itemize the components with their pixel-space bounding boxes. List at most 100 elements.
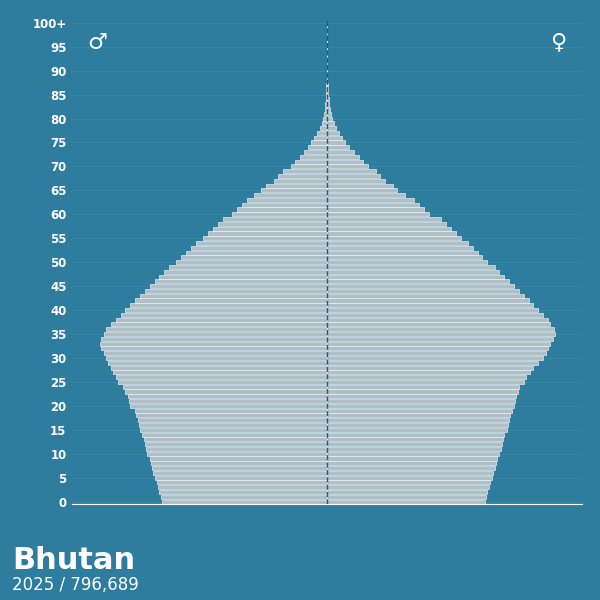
Bar: [327, 150, 354, 154]
Bar: [327, 481, 490, 484]
Bar: [121, 313, 327, 317]
Bar: [327, 423, 508, 427]
Bar: [142, 433, 327, 437]
Bar: [154, 471, 327, 475]
Bar: [232, 212, 327, 217]
Bar: [327, 280, 509, 283]
Bar: [327, 341, 550, 346]
Bar: [327, 404, 514, 408]
Bar: [327, 256, 482, 259]
Bar: [266, 184, 327, 188]
Bar: [101, 346, 327, 350]
Bar: [327, 107, 329, 111]
Bar: [254, 193, 327, 197]
Bar: [135, 409, 327, 413]
Bar: [196, 241, 327, 245]
Bar: [161, 495, 327, 499]
Bar: [109, 361, 327, 365]
Bar: [327, 203, 419, 207]
Bar: [314, 136, 327, 140]
Bar: [327, 476, 492, 480]
Bar: [191, 246, 327, 250]
Bar: [327, 246, 473, 250]
Bar: [327, 346, 548, 350]
Bar: [327, 217, 441, 221]
Bar: [327, 265, 494, 269]
Bar: [327, 375, 526, 379]
Bar: [136, 413, 327, 418]
Bar: [157, 481, 327, 484]
Bar: [278, 174, 327, 178]
Bar: [327, 409, 512, 413]
Bar: [320, 126, 327, 130]
Bar: [327, 275, 504, 278]
Bar: [327, 356, 543, 360]
Bar: [327, 131, 338, 135]
Bar: [139, 423, 327, 427]
Bar: [242, 203, 327, 207]
Bar: [327, 428, 507, 432]
Bar: [323, 116, 327, 121]
Bar: [327, 97, 329, 101]
Bar: [327, 418, 509, 422]
Bar: [151, 461, 327, 466]
Bar: [327, 447, 500, 451]
Bar: [140, 293, 327, 298]
Bar: [327, 303, 533, 307]
Bar: [327, 174, 380, 178]
Bar: [327, 293, 524, 298]
Bar: [111, 322, 327, 326]
Text: 2025 / 796,689: 2025 / 796,689: [12, 576, 139, 594]
Bar: [129, 399, 327, 403]
Bar: [327, 169, 376, 173]
Bar: [327, 361, 538, 365]
Bar: [283, 169, 327, 173]
Text: Bhutan: Bhutan: [12, 546, 135, 575]
Bar: [104, 351, 327, 355]
Bar: [181, 256, 327, 259]
Bar: [208, 232, 327, 236]
Bar: [322, 121, 327, 125]
Bar: [308, 145, 327, 149]
Bar: [327, 102, 329, 106]
Bar: [327, 437, 503, 442]
Bar: [116, 375, 327, 379]
Bar: [327, 351, 545, 355]
Bar: [186, 251, 327, 254]
Bar: [327, 270, 499, 274]
Bar: [327, 227, 451, 231]
Bar: [327, 471, 493, 475]
Bar: [327, 188, 397, 193]
Bar: [262, 188, 327, 193]
Bar: [327, 92, 328, 97]
Bar: [146, 447, 327, 451]
Bar: [317, 131, 327, 135]
Bar: [327, 241, 468, 245]
Text: ♀: ♀: [550, 32, 567, 53]
Bar: [327, 140, 345, 145]
Bar: [327, 495, 486, 499]
Bar: [326, 88, 327, 92]
Bar: [327, 399, 515, 403]
Bar: [130, 303, 327, 307]
Text: ♂: ♂: [88, 32, 107, 53]
Bar: [113, 370, 327, 374]
Bar: [295, 160, 327, 164]
Bar: [140, 428, 327, 432]
Bar: [327, 394, 517, 398]
Bar: [327, 116, 332, 121]
Bar: [327, 145, 349, 149]
Bar: [143, 437, 327, 442]
Bar: [325, 102, 327, 106]
Bar: [160, 490, 327, 494]
Bar: [311, 140, 327, 145]
Bar: [326, 97, 327, 101]
Bar: [327, 442, 502, 446]
Bar: [327, 337, 553, 341]
Bar: [145, 289, 327, 293]
Bar: [116, 317, 327, 322]
Bar: [327, 461, 496, 466]
Bar: [327, 332, 555, 336]
Bar: [327, 289, 519, 293]
Bar: [128, 394, 327, 398]
